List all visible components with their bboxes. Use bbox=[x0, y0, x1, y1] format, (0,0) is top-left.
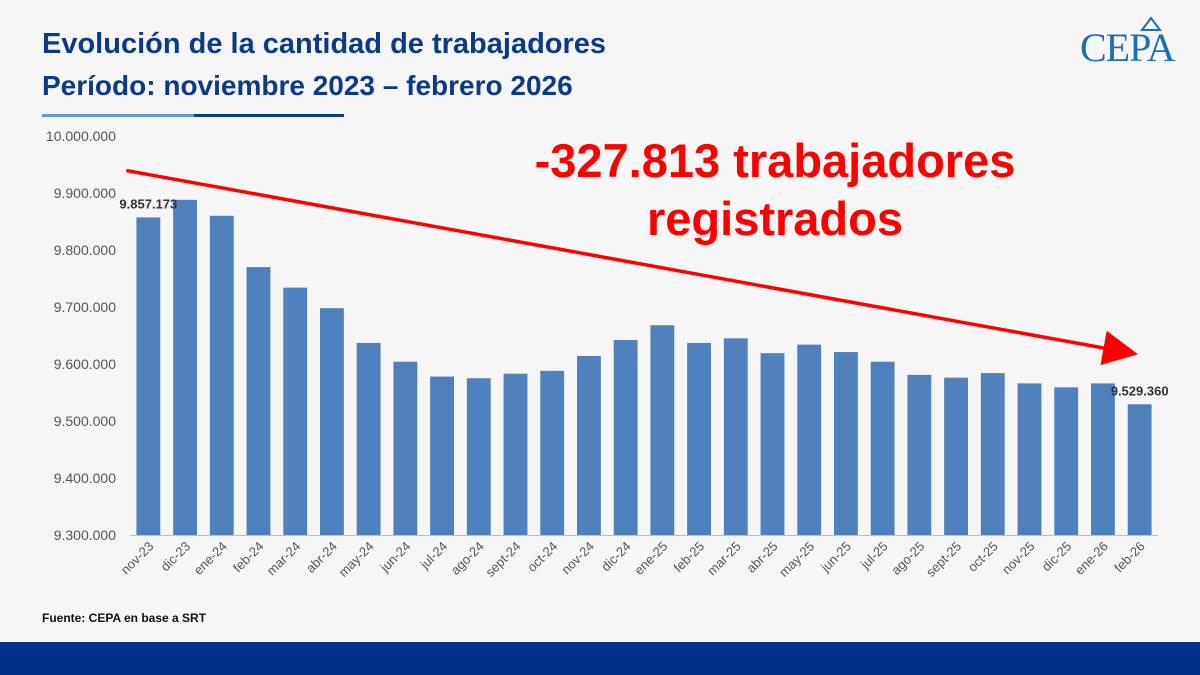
bar-dic-24 bbox=[613, 340, 638, 535]
x-tick-label: abr-25 bbox=[743, 539, 780, 576]
bar-ene-26 bbox=[1090, 383, 1115, 535]
x-tick-label: nov-23 bbox=[118, 539, 157, 578]
x-tick-label: sept-24 bbox=[482, 539, 523, 580]
bar-ene-24 bbox=[209, 215, 234, 536]
logo-star-icon bbox=[1140, 16, 1162, 31]
callout-line-2: registrados bbox=[647, 192, 903, 245]
bar-mar-25 bbox=[723, 338, 748, 535]
bar-may-25 bbox=[797, 344, 822, 535]
y-tick-label: 9.300.000 bbox=[54, 527, 116, 543]
x-tick-label: jun-24 bbox=[377, 539, 414, 576]
y-tick-label: 9.600.000 bbox=[54, 356, 116, 372]
data-label: 9.857.173 bbox=[119, 196, 177, 211]
bar-abr-25 bbox=[760, 353, 785, 535]
x-tick-label: ene-26 bbox=[1072, 539, 1111, 578]
y-tick-label: 10.000.000 bbox=[46, 128, 116, 144]
y-tick-label: 9.500.000 bbox=[54, 413, 116, 429]
data-label: 9.529.360 bbox=[1111, 383, 1169, 398]
y-tick-label: 9.900.000 bbox=[54, 185, 116, 201]
x-tick-label: oct-24 bbox=[524, 539, 560, 575]
x-tick-label: may-25 bbox=[776, 539, 817, 580]
x-tick-label: sept-25 bbox=[923, 539, 964, 580]
bar-sept-25 bbox=[944, 377, 969, 535]
x-tick-label: feb-24 bbox=[230, 539, 267, 576]
x-tick-label: dic-23 bbox=[158, 539, 194, 575]
x-tick-label: may-24 bbox=[335, 539, 376, 580]
bar-ago-24 bbox=[466, 378, 491, 535]
chart-title: Evolución de la cantidad de trabajadores bbox=[42, 28, 607, 60]
y-axis: 9.300.000 9.400.000 9.500.000 9.600.000 9.70… bbox=[46, 128, 116, 543]
bar-may-24 bbox=[356, 342, 381, 535]
x-tick-label: jul-25 bbox=[857, 539, 891, 573]
callout-text: -327.813 trabajadores registrados bbox=[480, 132, 1070, 248]
title-underline-dark bbox=[194, 114, 344, 117]
bar-dic-23 bbox=[173, 199, 198, 535]
bar-chart: 9.300.000 9.400.000 9.500.000 9.600.000 9.70… bbox=[46, 128, 1169, 580]
x-tick-label: jun-25 bbox=[817, 539, 854, 576]
bar-feb-25 bbox=[687, 342, 712, 535]
bar-mar-24 bbox=[283, 287, 308, 535]
x-tick-label: jul-24 bbox=[416, 539, 450, 573]
x-tick-label: dic-25 bbox=[1039, 539, 1075, 575]
bar-feb-24 bbox=[246, 267, 271, 535]
y-tick-label: 9.700.000 bbox=[54, 299, 116, 315]
x-tick-label: abr-24 bbox=[303, 539, 340, 576]
bar-dic-25 bbox=[1054, 387, 1079, 535]
bar-nov-24 bbox=[576, 356, 601, 535]
footer-bar bbox=[0, 642, 1200, 675]
chart-subtitle: Período: noviembre 2023 – febrero 2026 bbox=[42, 70, 573, 101]
x-tick-label: feb-25 bbox=[671, 539, 708, 576]
bar-abr-24 bbox=[319, 308, 344, 535]
bar-feb-26 bbox=[1127, 404, 1152, 535]
trend-arrow bbox=[126, 168, 1138, 366]
x-tick-label: mar-25 bbox=[704, 539, 744, 579]
x-tick-label: ene-25 bbox=[631, 539, 670, 578]
bar-oct-24 bbox=[540, 370, 565, 535]
title-underline-light bbox=[42, 114, 194, 117]
bar-nov-23 bbox=[136, 217, 161, 536]
bar-jun-25 bbox=[833, 352, 858, 535]
x-tick-label: dic-24 bbox=[598, 539, 634, 575]
bar-jun-24 bbox=[393, 361, 418, 535]
y-tick-label: 9.400.000 bbox=[54, 470, 116, 486]
x-tick-label: oct-25 bbox=[965, 539, 1001, 575]
x-tick-label: ago-25 bbox=[888, 539, 927, 578]
bar-jul-25 bbox=[870, 361, 895, 535]
cepa-logo: CEPA bbox=[1080, 25, 1176, 70]
bar-oct-25 bbox=[980, 373, 1005, 535]
logo-star-shape bbox=[1140, 16, 1162, 31]
x-tick-label: feb-26 bbox=[1111, 539, 1148, 576]
source-note: Fuente: CEPA en base a SRT bbox=[42, 611, 207, 625]
bar-jul-24 bbox=[430, 376, 455, 535]
x-tick-label: nov-25 bbox=[999, 539, 1038, 578]
bar-ene-25 bbox=[650, 325, 675, 535]
x-tick-label: ago-24 bbox=[448, 539, 487, 578]
bar-ago-25 bbox=[907, 374, 932, 535]
callout-line-1: -327.813 trabajadores bbox=[534, 134, 1016, 187]
bar-sept-24 bbox=[503, 373, 528, 535]
bar-nov-25 bbox=[1017, 383, 1042, 535]
x-tick-label: ene-24 bbox=[191, 539, 230, 578]
x-tick-label: nov-24 bbox=[558, 539, 597, 578]
x-tick-label: mar-24 bbox=[264, 539, 304, 579]
y-tick-label: 9.800.000 bbox=[54, 242, 116, 258]
bars bbox=[136, 199, 1152, 536]
data-labels: 9.857.173 9.529.360 bbox=[119, 196, 1168, 398]
